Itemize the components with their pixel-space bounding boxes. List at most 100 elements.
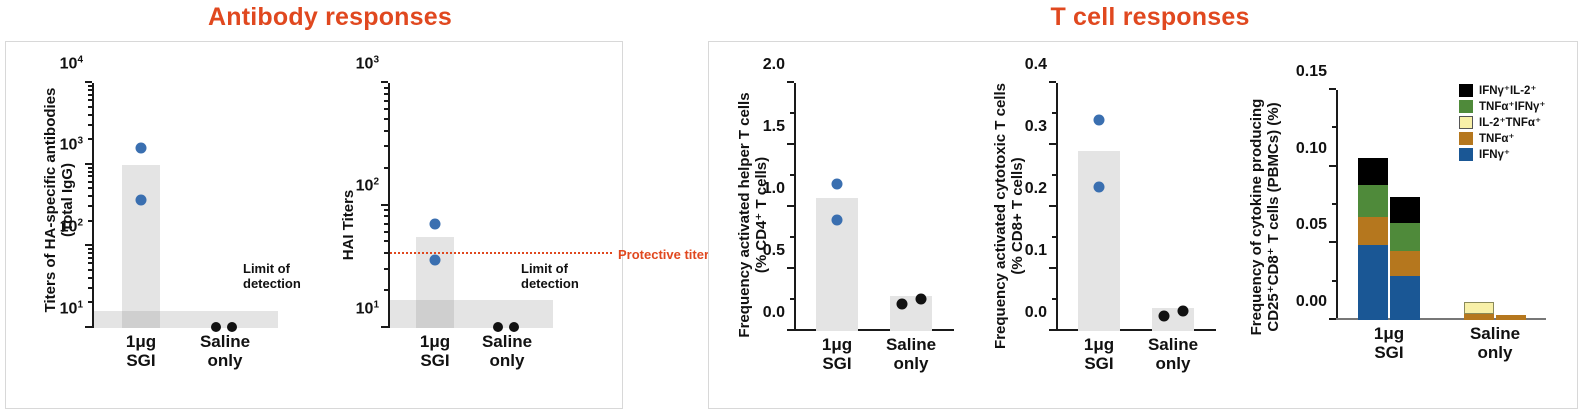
x-axis-cytokine	[1336, 318, 1546, 320]
stack-segment-ifng-il2	[1358, 157, 1388, 186]
chart-hai-titers: HAI Titers 101 102 103 Pro	[330, 54, 717, 370]
y-tick-minor	[790, 298, 794, 300]
y-tick-minor	[88, 268, 92, 271]
y-tick-minor	[384, 252, 388, 255]
data-point	[135, 194, 147, 205]
x-axis-label-dose: 1μg SGI	[821, 335, 853, 374]
y-tick-minor	[384, 166, 388, 169]
y-tick-label: 101	[355, 299, 379, 318]
y-tick-minor	[384, 222, 388, 225]
stack-segment-il2-tnfa	[1464, 301, 1494, 314]
y-tick-minor	[384, 145, 388, 147]
y-tick-label: 103	[59, 135, 83, 155]
y-tick-label: 1.5	[762, 118, 785, 135]
axis-label-igg: Titers of HA-specific antibodies (Total …	[42, 87, 77, 313]
y-tick-label: 101	[59, 299, 83, 318]
y-tick-label: 104	[59, 54, 83, 73]
y-tick-major	[787, 329, 794, 331]
y-tick-label: 0.0	[762, 304, 785, 321]
stack-segment-tnfa	[1464, 313, 1494, 320]
x-axis-label-saline: Saline only	[1469, 324, 1521, 363]
data-point	[509, 322, 519, 332]
y-tick-minor	[88, 138, 92, 141]
stack-segment-tnfa-ifng	[1358, 185, 1388, 218]
bar-1ug-sgi-overlay	[416, 237, 454, 300]
axis-label-cd8: Frequency activated cytotoxic T cells (%…	[992, 83, 1027, 349]
legend-item: TNFα⁺	[1459, 131, 1545, 145]
y-tick-minor	[88, 180, 92, 183]
y-tick-label: 0.10	[1295, 139, 1327, 157]
y-tick-minor	[88, 88, 92, 91]
legend-label: IL-2⁺TNFα⁺	[1479, 117, 1542, 129]
x-axis-label-saline: Saline only	[481, 332, 533, 371]
y-axis-cd4	[794, 83, 796, 331]
y-tick-minor	[88, 252, 92, 255]
y-tick-major	[1329, 88, 1336, 90]
y-tick-minor	[1332, 279, 1336, 282]
y-tick-minor	[88, 287, 92, 289]
bar-1ug-sgi	[1078, 151, 1120, 331]
y-tick-minor	[88, 113, 92, 116]
x-axis-label-dose: 1μg SGI	[1083, 335, 1115, 374]
y-tick-minor	[88, 105, 92, 108]
plot-area-hai: 101 102 103 Protective titers	[356, 54, 717, 370]
axis-label-cytokine: Frequency of cytokine producing CD25⁺CD8…	[1248, 98, 1283, 336]
data-point	[227, 322, 237, 332]
y-tick-label: 0.00	[1295, 293, 1327, 310]
y-tick-major	[381, 326, 388, 328]
section-title-tcell: T cell responses	[1050, 3, 1250, 31]
stack-segment-ifng	[1358, 244, 1388, 320]
limit-of-detection-note: Limit of detection	[521, 261, 579, 291]
y-tick-major	[1049, 143, 1056, 145]
data-point	[1177, 305, 1189, 317]
y-tick-minor	[1052, 174, 1056, 176]
y-tick-label: 2.0	[762, 56, 785, 73]
data-point	[1093, 181, 1105, 193]
y-tick-minor	[1332, 126, 1336, 129]
legend-label: TNFα⁺IFNγ⁺	[1479, 101, 1546, 113]
plot-area-cytokine: 0.00 0.05 0.10 0.15 1μg SGI Saline onl	[1296, 63, 1546, 362]
stack-segment-ifng-il2	[1390, 197, 1420, 224]
stack-segment-tnfa	[1358, 217, 1388, 245]
y-tick-minor	[88, 257, 92, 259]
data-point	[211, 322, 221, 332]
y-axis-cd8	[1056, 83, 1058, 331]
legend-item: TNFα⁺IFNγ⁺	[1459, 99, 1545, 113]
y-tick-major	[85, 244, 92, 247]
y-tick-minor	[88, 276, 92, 279]
protective-titer-label: Protective titers	[618, 247, 717, 262]
x-axis-label-saline: Saline only	[1147, 335, 1199, 374]
y-tick-minor	[384, 86, 388, 89]
y-tick-minor	[88, 301, 92, 304]
y-tick-major	[1049, 267, 1056, 269]
y-tick-label: 0.1	[1024, 242, 1047, 259]
y-tick-major	[1049, 81, 1056, 83]
y-tick-minor	[384, 209, 388, 212]
y-tick-label: 0.15	[1295, 63, 1327, 80]
y-tick-label: 103	[355, 54, 379, 73]
legend-swatch-il2-tnfa	[1459, 115, 1473, 129]
y-tick-minor	[88, 166, 92, 169]
data-point	[1093, 114, 1105, 125]
y-tick-label: 0.05	[1295, 216, 1327, 234]
y-tick-major	[1049, 329, 1056, 331]
y-tick-major	[85, 326, 92, 328]
stack-segment-tnfa	[1390, 251, 1420, 276]
legend-swatch-ifng	[1459, 147, 1473, 161]
y-tick-label: 1.0	[762, 180, 785, 197]
y-tick-minor	[790, 174, 794, 176]
limit-of-detection-band	[390, 300, 553, 328]
y-axis-igg	[92, 83, 94, 328]
chart-hа-specific-antibodies: Titers of HA-specific antibodies (Total …	[28, 54, 328, 370]
y-tick-minor	[88, 175, 92, 178]
data-point	[493, 322, 503, 332]
y-axis-cytokine	[1336, 90, 1338, 320]
x-axis-cd4	[794, 329, 954, 331]
data-point	[429, 254, 441, 266]
y-tick-label: 0.0	[1024, 304, 1047, 321]
y-tick-minor	[88, 84, 92, 87]
y-tick-label: 102	[355, 176, 379, 195]
y-tick-major	[1329, 164, 1336, 167]
y-axis-hai	[388, 83, 390, 328]
y-tick-minor	[1052, 236, 1056, 238]
